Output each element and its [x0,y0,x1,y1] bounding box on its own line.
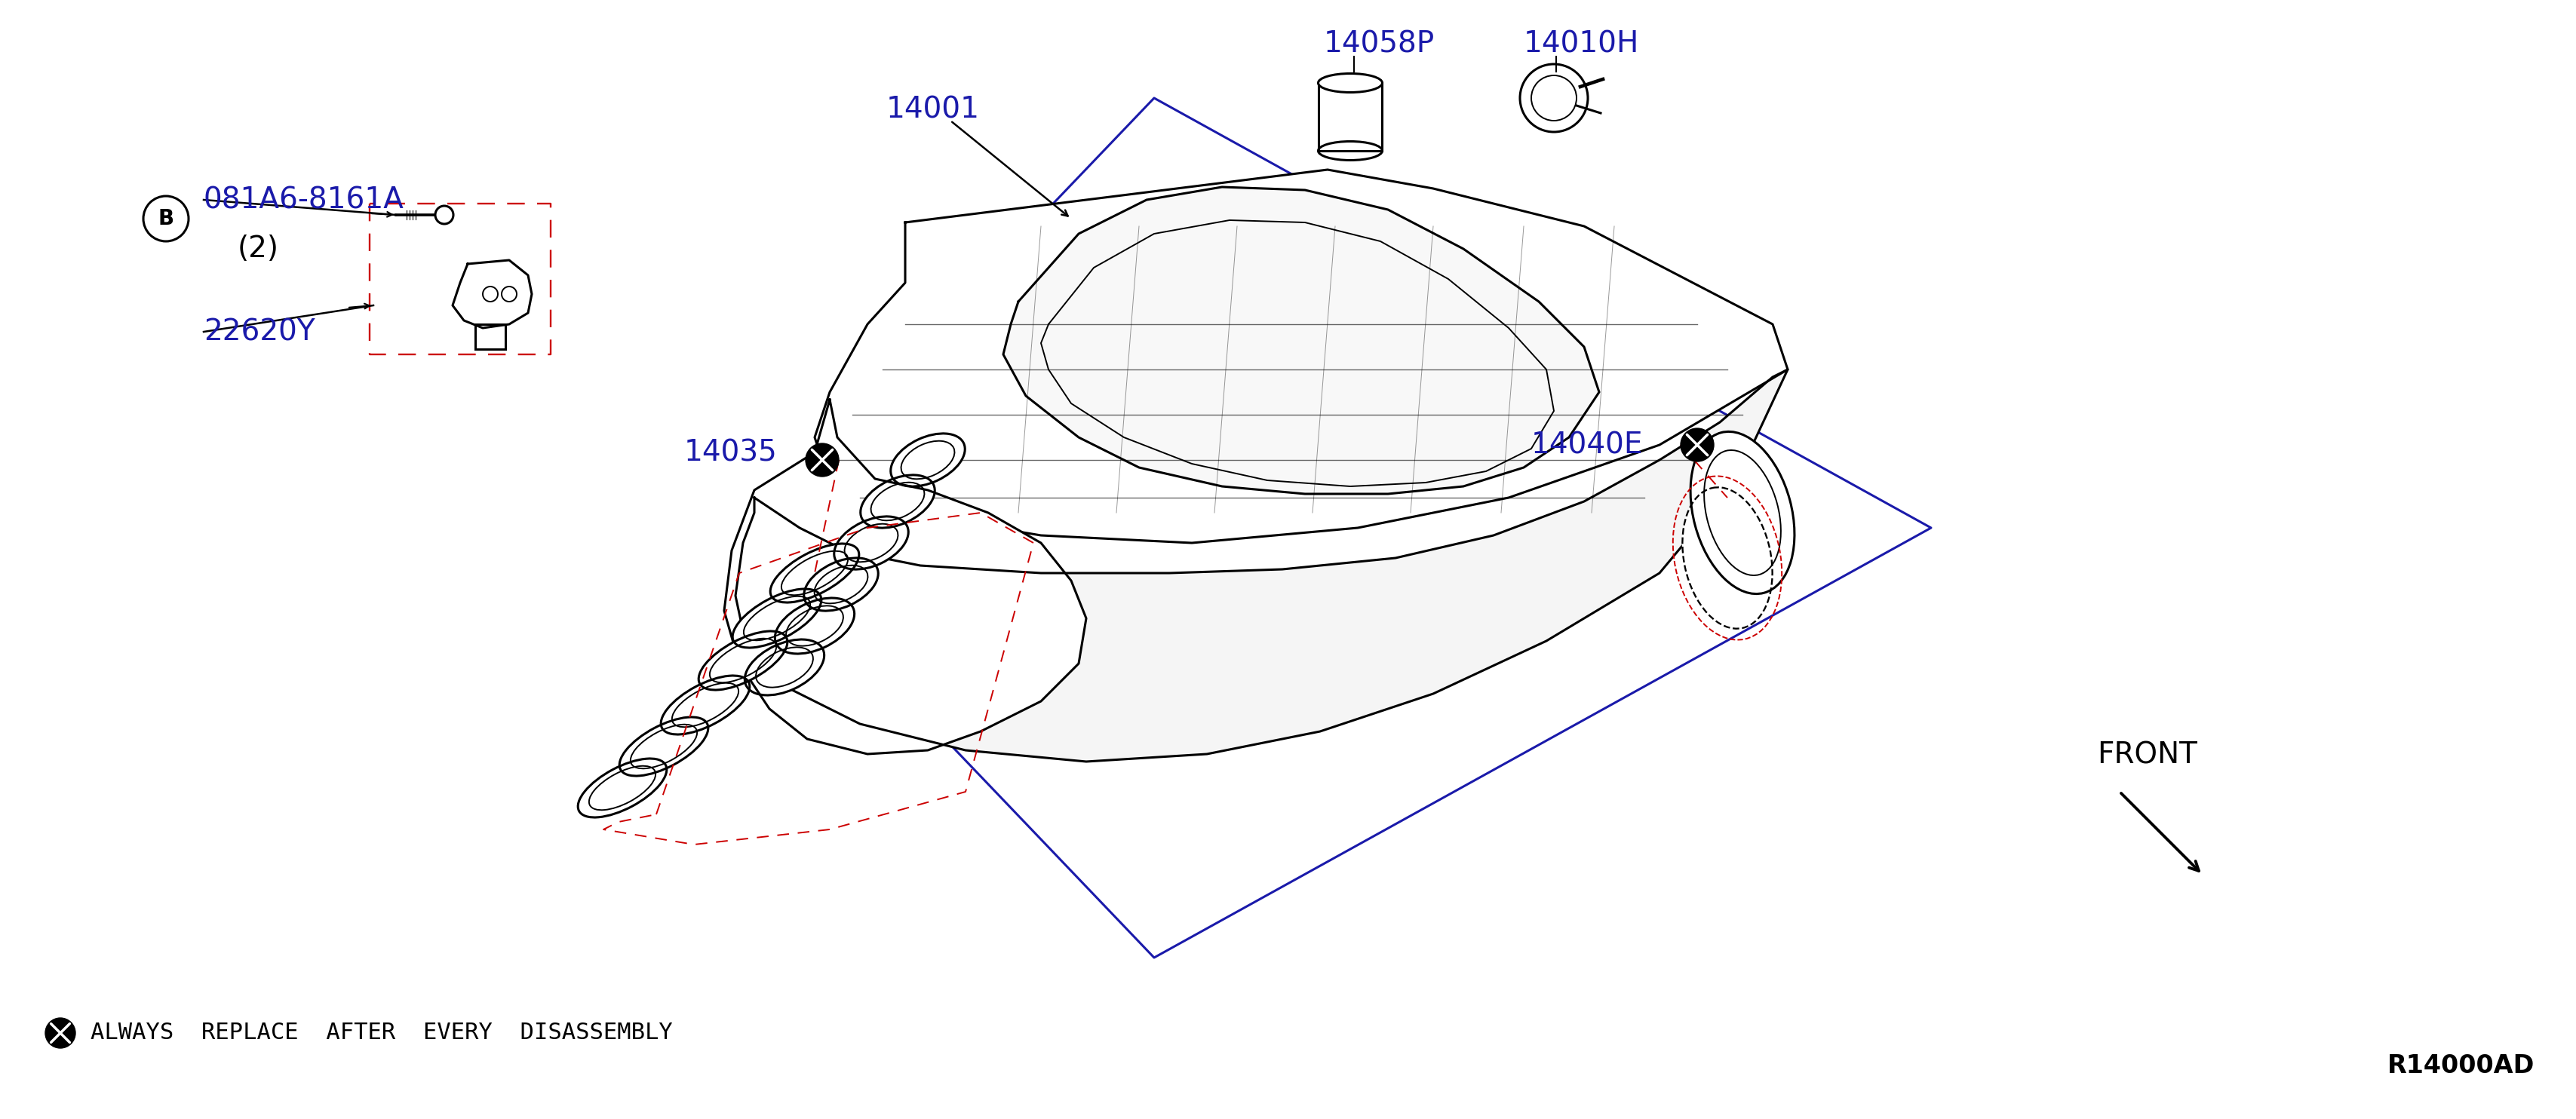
Ellipse shape [804,558,878,611]
Polygon shape [724,399,1087,754]
Text: B: B [157,208,175,229]
Text: ALWAYS  REPLACE  AFTER  EVERY  DISASSEMBLY: ALWAYS REPLACE AFTER EVERY DISASSEMBLY [90,1022,672,1044]
Text: (2): (2) [237,235,278,263]
Text: 14001: 14001 [886,95,979,124]
Text: 22620Y: 22620Y [204,318,314,346]
Ellipse shape [1682,488,1772,629]
Ellipse shape [744,639,824,695]
Ellipse shape [577,759,667,817]
Ellipse shape [770,544,858,602]
Text: 14040E: 14040E [1530,431,1643,459]
Ellipse shape [1530,75,1577,121]
Text: R14000AD: R14000AD [2388,1053,2535,1079]
Polygon shape [814,170,1788,543]
Ellipse shape [1319,74,1383,93]
Polygon shape [1002,187,1600,493]
Circle shape [482,286,497,302]
Polygon shape [453,260,531,328]
Polygon shape [1319,83,1381,151]
Polygon shape [737,369,1788,762]
Ellipse shape [891,433,966,487]
Text: 081A6-8161A: 081A6-8161A [204,186,404,214]
Ellipse shape [835,517,909,570]
Ellipse shape [732,589,822,648]
Polygon shape [474,325,505,349]
Text: 14035: 14035 [683,439,778,467]
Circle shape [46,1018,75,1049]
Circle shape [502,286,518,302]
Ellipse shape [618,717,708,775]
Circle shape [435,206,453,224]
Text: FRONT: FRONT [2097,741,2197,769]
Circle shape [1680,429,1713,461]
Ellipse shape [860,474,935,528]
Ellipse shape [1690,432,1795,594]
Text: 14058P: 14058P [1324,29,1435,58]
Ellipse shape [662,676,750,734]
Text: 14010H: 14010H [1525,29,1638,58]
Circle shape [806,443,840,477]
Ellipse shape [775,598,855,653]
Ellipse shape [698,631,788,690]
